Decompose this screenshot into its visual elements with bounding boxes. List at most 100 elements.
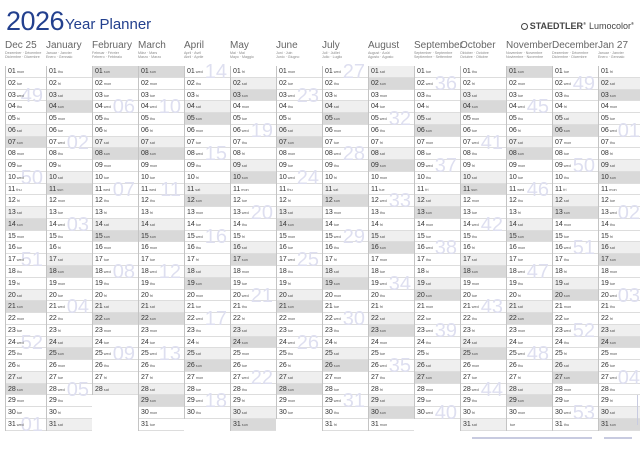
day-cell[interactable]: 24fri: [185, 337, 230, 349]
day-cell[interactable]: 01sun: [139, 66, 184, 78]
day-cell[interactable]: 27tue: [47, 372, 92, 384]
day-cell[interactable]: 20mon: [323, 290, 368, 302]
day-cell[interactable]: 10tue: [93, 172, 138, 184]
day-cell[interactable]: 06wed 01: [599, 121, 640, 141]
day-cell[interactable]: 04sun: [47, 101, 92, 114]
day-cell[interactable]: 19sat: [415, 277, 460, 290]
day-cell[interactable]: 25wed 48: [507, 344, 552, 364]
day-cell[interactable]: 27wed 04: [599, 368, 640, 388]
day-cell[interactable]: 04tue: [369, 101, 414, 114]
day-cell[interactable]: 14wed 03: [47, 215, 92, 235]
day-cell[interactable]: 27fri: [139, 372, 184, 384]
day-cell[interactable]: 14tue: [323, 219, 368, 231]
day-cell[interactable]: 21tue: [323, 301, 368, 314]
day-cell[interactable]: 10thu: [553, 172, 598, 184]
day-cell[interactable]: 26tue: [231, 360, 276, 372]
day-cell[interactable]: 07tue: [323, 137, 368, 149]
day-cell[interactable]: 23mon: [139, 325, 184, 337]
day-cell[interactable]: 17fri: [323, 254, 368, 267]
day-cell[interactable]: 09tue: [277, 160, 322, 172]
day-cell[interactable]: 08fri: [231, 148, 276, 161]
day-cell[interactable]: 21sun: [277, 301, 322, 314]
day-cell[interactable]: 27thu: [369, 372, 414, 384]
day-cell[interactable]: 08fri: [599, 148, 640, 161]
day-cell[interactable]: 14thu: [599, 219, 640, 231]
day-cell[interactable]: 19mon: [461, 278, 506, 290]
day-cell[interactable]: 31mon: [369, 419, 414, 431]
day-cell[interactable]: 17sun: [231, 254, 276, 267]
day-cell[interactable]: 18tue: [369, 266, 414, 278]
day-cell[interactable]: 05sat: [553, 113, 598, 125]
day-cell[interactable]: 24tue: [139, 337, 184, 349]
day-cell[interactable]: 17tue: [93, 254, 138, 267]
day-cell[interactable]: 03tue: [139, 90, 184, 102]
day-cell[interactable]: 06sun: [415, 124, 460, 137]
day-cell[interactable]: 17thu: [553, 254, 598, 267]
day-cell[interactable]: 30thu: [185, 407, 230, 419]
day-cell[interactable]: 16tue: [6, 242, 46, 255]
day-cell[interactable]: 10sun: [231, 171, 276, 184]
day-cell[interactable]: 15sun: [507, 230, 552, 243]
day-cell[interactable]: 28thu: [599, 384, 640, 396]
day-cell[interactable]: 27fri: [93, 372, 138, 384]
day-cell[interactable]: 25thu: [277, 348, 322, 361]
day-cell[interactable]: 01sun: [93, 66, 138, 78]
day-cell[interactable]: 28sat: [93, 383, 138, 396]
day-cell[interactable]: 28wed 44: [461, 380, 506, 400]
day-cell[interactable]: 26wed 35: [369, 356, 414, 376]
day-cell[interactable]: 21tue: [185, 301, 230, 314]
day-cell[interactable]: 24sun: [231, 336, 276, 349]
day-cell[interactable]: 25sat: [185, 348, 230, 361]
day-cell[interactable]: 06mon: [323, 125, 368, 137]
day-cell[interactable]: 13fri: [93, 207, 138, 219]
day-cell[interactable]: 28sun: [6, 383, 46, 396]
day-cell[interactable]: 19tue: [599, 278, 640, 290]
day-cell[interactable]: 22sun: [139, 313, 184, 325]
day-cell[interactable]: 13fri: [507, 207, 552, 219]
day-cell[interactable]: 20mon: [185, 290, 230, 302]
day-cell[interactable]: 03wed 49: [6, 86, 46, 106]
day-cell[interactable]: 16sat: [231, 242, 276, 255]
day-cell[interactable]: 08thu: [47, 148, 92, 161]
day-cell[interactable]: 01mon: [6, 66, 46, 78]
day-cell[interactable]: 07thu: [231, 137, 276, 149]
day-cell[interactable]: 11fri: [553, 184, 598, 196]
day-cell[interactable]: 25sun: [47, 348, 92, 361]
day-cell[interactable]: 17thu: [415, 254, 460, 267]
day-cell[interactable]: 25fri: [415, 348, 460, 361]
day-cell[interactable]: 31sat: [461, 418, 506, 431]
day-cell[interactable]: 20tue: [47, 290, 92, 302]
day-cell[interactable]: 19sun: [323, 277, 368, 290]
day-cell[interactable]: 19mon: [47, 278, 92, 290]
day-cell[interactable]: 03mon: [369, 90, 414, 102]
day-cell[interactable]: 24tue: [507, 337, 552, 349]
day-cell[interactable]: 24tue: [93, 337, 138, 349]
day-cell[interactable]: 08thu: [461, 148, 506, 161]
day-cell[interactable]: 16mon: [507, 242, 552, 255]
day-cell[interactable]: 15mon: [6, 231, 46, 243]
day-cell[interactable]: 20sat: [277, 289, 322, 302]
day-cell[interactable]: 08mon: [277, 148, 322, 161]
day-cell[interactable]: 04sat: [185, 101, 230, 114]
day-cell[interactable]: 03fri: [323, 90, 368, 102]
day-cell[interactable]: 20fri: [139, 290, 184, 302]
day-cell[interactable]: 03sat: [461, 89, 506, 102]
day-cell[interactable]: 19sat: [553, 277, 598, 290]
day-cell[interactable]: 14wed 42: [461, 215, 506, 235]
day-cell[interactable]: 22wed 17: [185, 309, 230, 329]
day-cell[interactable]: 12sun: [185, 195, 230, 208]
day-cell[interactable]: 05fri: [6, 113, 46, 125]
day-cell[interactable]: 29tue: [553, 395, 598, 408]
day-cell[interactable]: 29wed 18: [185, 391, 230, 411]
day-cell[interactable]: 15mon: [277, 231, 322, 243]
day-cell[interactable]: 12thu: [139, 195, 184, 208]
day-cell[interactable]: 16thu: [185, 242, 230, 255]
day-cell[interactable]: 05sat: [415, 113, 460, 125]
day-cell[interactable]: 10tue: [139, 172, 184, 184]
day-cell[interactable]: 11sat: [185, 183, 230, 196]
day-cell[interactable]: 13wed 02: [599, 203, 640, 223]
day-cell[interactable]: 17sat: [47, 254, 92, 267]
day-cell[interactable]: 21mon: [415, 301, 460, 314]
day-cell[interactable]: 16wed 51: [553, 238, 598, 258]
day-cell[interactable]: 10tue: [507, 172, 552, 184]
